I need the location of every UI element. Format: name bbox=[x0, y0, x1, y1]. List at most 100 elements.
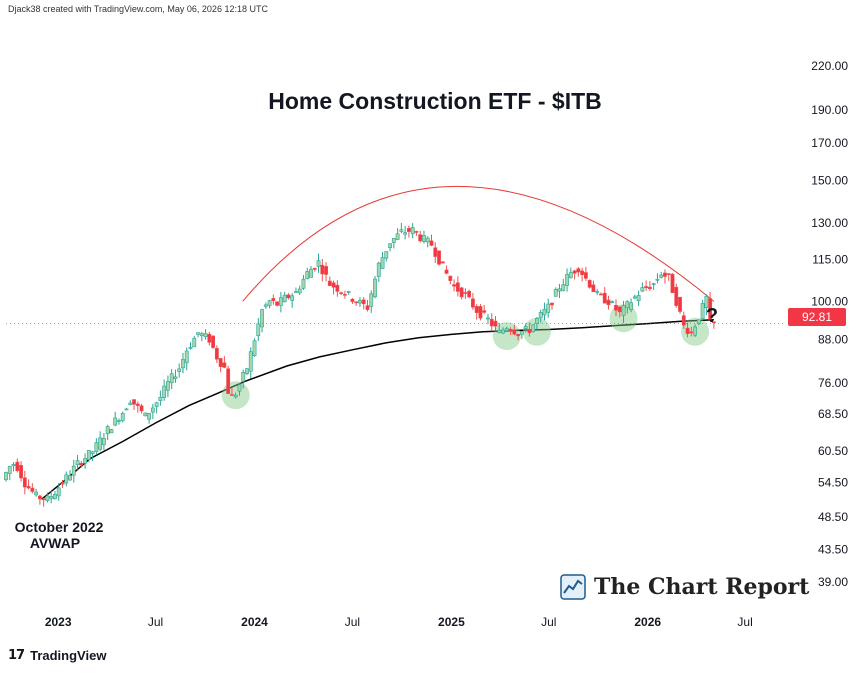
candle-body-up bbox=[369, 293, 374, 307]
y-tick-label: 170.00 bbox=[811, 136, 848, 150]
candle-body-up bbox=[11, 464, 16, 466]
candle-body-up bbox=[154, 402, 159, 407]
candle-body-down bbox=[361, 299, 366, 305]
resistance-arc-path bbox=[242, 186, 715, 302]
candle-body-up bbox=[629, 302, 633, 310]
candle-body-down bbox=[670, 273, 675, 294]
chart-report-name: The Chart Report bbox=[594, 574, 810, 600]
candle-body-up bbox=[248, 351, 253, 372]
candle-body-up bbox=[391, 238, 396, 243]
candle-body-up bbox=[94, 442, 99, 452]
candle-body-up bbox=[203, 333, 208, 338]
candle-body-down bbox=[591, 284, 596, 293]
candle-body-down bbox=[437, 250, 441, 265]
candle-body-up bbox=[150, 407, 155, 413]
candle-body-up bbox=[410, 227, 415, 235]
candle-body-down bbox=[327, 280, 332, 286]
candle-body-up bbox=[196, 332, 200, 335]
candle-body-up bbox=[693, 326, 697, 336]
candle-body-up bbox=[531, 324, 536, 333]
candle-body-down bbox=[365, 305, 370, 310]
candle-body-up bbox=[403, 232, 408, 235]
candle-body-down bbox=[354, 301, 359, 304]
candle-body-down bbox=[218, 358, 223, 367]
candle-body-up bbox=[105, 426, 110, 435]
y-tick-label: 88.00 bbox=[818, 332, 848, 346]
last-price-badge: 92.81 bbox=[788, 308, 846, 326]
candle-body-up bbox=[486, 317, 490, 320]
y-tick-label: 220.00 bbox=[811, 59, 848, 73]
candle-body-up bbox=[68, 475, 72, 481]
candle-body-up bbox=[380, 257, 385, 269]
y-tick-label: 190.00 bbox=[811, 103, 848, 117]
candle-body-up bbox=[158, 396, 163, 401]
candle-body-up bbox=[610, 301, 615, 303]
candle-body-up bbox=[373, 278, 377, 298]
candle-body-up bbox=[535, 318, 539, 324]
candle-body-down bbox=[689, 331, 694, 334]
candle-body-up bbox=[659, 274, 664, 278]
candle-body-up bbox=[86, 450, 91, 460]
tradingview-logo-icon: 17 bbox=[8, 648, 25, 663]
candle-body-up bbox=[120, 413, 125, 421]
candle-body-up bbox=[64, 474, 69, 484]
candle-body-down bbox=[647, 286, 652, 289]
candle-body-up bbox=[497, 329, 502, 333]
x-tick-label: Jul bbox=[148, 615, 163, 629]
candle-body-up bbox=[75, 460, 80, 466]
candle-body-down bbox=[79, 463, 84, 466]
candle-body-up bbox=[113, 417, 118, 426]
candle-body-up bbox=[523, 326, 528, 329]
candle-body-down bbox=[599, 293, 603, 296]
x-tick-label: Jul bbox=[345, 615, 360, 629]
candle-body-up bbox=[90, 451, 95, 454]
candle-body-up bbox=[252, 340, 257, 356]
candle-body-up bbox=[632, 296, 637, 299]
y-tick-label: 76.00 bbox=[818, 376, 848, 390]
candle-body-down bbox=[132, 399, 136, 405]
candle-body-up bbox=[71, 465, 76, 476]
candle-body-up bbox=[425, 237, 430, 243]
y-tick-label: 43.50 bbox=[818, 543, 848, 557]
candle-body-down bbox=[580, 270, 585, 275]
y-tick-label: 68.50 bbox=[818, 407, 848, 421]
candle-body-down bbox=[222, 362, 227, 368]
candle-body-up bbox=[192, 337, 197, 348]
y-tick-label: 115.00 bbox=[812, 253, 848, 267]
candle-body-up bbox=[147, 413, 151, 420]
tradingview-brand[interactable]: 17 TradingView bbox=[8, 648, 106, 663]
avwap-label-line2: AVWAP bbox=[30, 535, 80, 551]
candle-body-up bbox=[297, 288, 302, 294]
chart-title: Home Construction ETF - $ITB bbox=[268, 88, 602, 114]
avwap-label-line1: October 2022 bbox=[15, 519, 104, 535]
candle-body-up bbox=[124, 408, 129, 411]
candles bbox=[4, 222, 786, 507]
support-highlights bbox=[221, 304, 710, 410]
candle-body-down bbox=[324, 266, 328, 275]
candle-body-down bbox=[230, 394, 234, 396]
candle-body-up bbox=[34, 491, 39, 496]
candle-body-up bbox=[704, 296, 709, 309]
candle-body-up bbox=[56, 487, 61, 497]
candle-body-down bbox=[26, 486, 31, 489]
candle-body-down bbox=[214, 348, 219, 360]
candle-body-down bbox=[342, 294, 347, 296]
candle-body-up bbox=[565, 274, 569, 286]
candle-body-down bbox=[30, 487, 35, 492]
candle-body-up bbox=[188, 346, 193, 349]
candle-body-up bbox=[625, 301, 630, 309]
candle-body-down bbox=[331, 282, 336, 288]
candle-body-down bbox=[587, 280, 592, 288]
x-tick-label: 2024 bbox=[241, 615, 268, 629]
candle-body-down bbox=[339, 292, 344, 294]
candle-body-down bbox=[644, 286, 649, 288]
candle-body-down bbox=[550, 302, 554, 306]
candle-body-up bbox=[184, 350, 189, 364]
x-tick-label: Jul bbox=[737, 615, 752, 629]
candle-body-down bbox=[471, 298, 475, 308]
candle-body-up bbox=[267, 300, 272, 306]
question-mark-annotation: ? bbox=[706, 305, 718, 327]
chart-report-watermark: The Chart Report bbox=[560, 574, 809, 600]
candle-body-down bbox=[681, 315, 686, 326]
